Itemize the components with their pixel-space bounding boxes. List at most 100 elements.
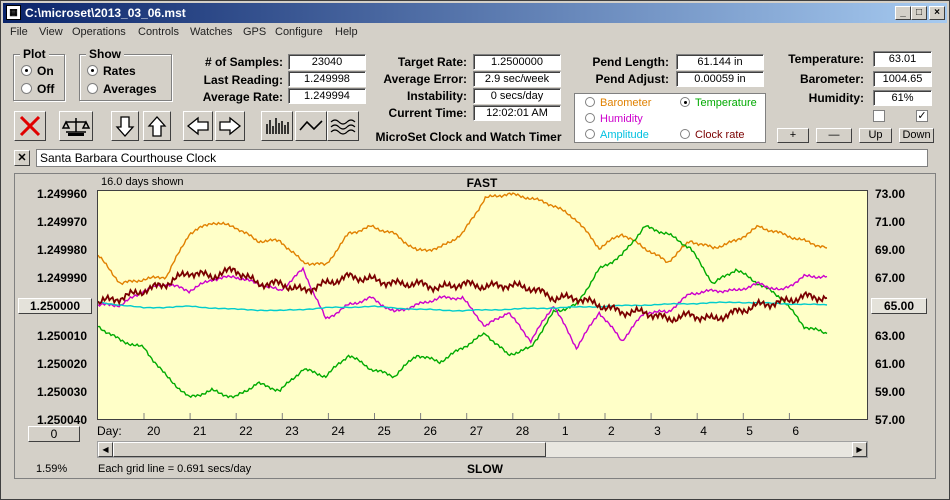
y-left-tick: 1.249990 [36,271,87,285]
show-rates-radio[interactable]: Rates [87,64,136,78]
left-center-value[interactable]: 1.250000 [18,298,92,314]
clear-name-button[interactable]: ✕ [14,150,30,166]
y-right-tick: 61.00 [875,357,906,371]
y-left-tick: 1.250010 [36,329,87,343]
scale-icon [61,118,91,136]
x-tick-day-2: 2 [608,424,615,438]
title-bar[interactable]: ▦ C:\microset\2013_03_06.mst _ □ × [3,3,947,23]
minimize-button[interactable]: _ [895,6,911,20]
last-reading-field: 1.249998 [288,71,366,87]
scroll-left-button[interactable] [183,111,213,141]
instability-label: Instability: [406,89,467,103]
average-error-field: 2.9 sec/week [473,71,561,87]
clock-rate-radio[interactable]: Clock rate [680,129,745,141]
scroll-right-button[interactable] [215,111,245,141]
overlay-selector: Barometer Temperature Humidity Amplitude… [574,93,766,143]
menu-controls[interactable]: Controls [138,26,179,38]
barometer-label: Barometer: [799,72,864,86]
y-right-tick: 63.00 [875,329,906,343]
bar-graph-button[interactable] [261,111,293,141]
left-arrow-icon [186,116,209,136]
scroll-right-arrow-icon[interactable]: ▶ [852,442,867,457]
line-graph-button[interactable] [295,111,327,141]
plus-button[interactable]: + [777,128,809,143]
y-right-tick: 71.00 [875,215,906,229]
pend-adjust-field: 0.00059 in [676,71,764,87]
menu-watches[interactable]: Watches [190,26,233,38]
target-rate-field: 1.2500000 [473,54,561,70]
y-right-tick: 57.00 [875,413,906,427]
series-amplitude [97,301,828,312]
x-tick-day-26: 26 [423,424,437,438]
amplitude-radio[interactable]: Amplitude [585,129,649,141]
minus-button[interactable]: — [816,128,852,143]
up-arrow-icon [147,116,167,137]
average-error-label: Average Error: [383,72,467,86]
samples-field: 23040 [288,54,366,70]
days-shown-label: 16.0 days shown [101,176,184,188]
menu-operations[interactable]: Operations [72,26,126,38]
x-tick-day-3: 3 [654,424,661,438]
menu-help[interactable]: Help [335,26,358,38]
target-rate-label: Target Rate: [397,55,467,69]
plot-off-radio[interactable]: Off [21,82,54,96]
up-button[interactable]: Up [859,128,892,143]
plot-area [97,190,868,420]
y-right-tick: 73.00 [875,187,906,201]
show-group-title: Show [86,47,124,61]
wave-graph-icon [330,119,356,135]
x-tick-day-6: 6 [792,424,800,438]
wave-graph-button[interactable] [327,111,359,141]
shift-up-button[interactable] [143,111,171,141]
barometer-field: 1004.65 [873,71,932,87]
down-button[interactable]: Down [899,128,934,143]
x-tick-day-1: 1 [561,424,569,438]
slow-label: SLOW [467,462,503,476]
menu-view[interactable]: View [39,26,63,38]
x-tick-day-28: 28 [515,424,530,438]
scroll-thumb[interactable] [113,442,546,457]
x-tick-day-20: 20 [147,424,161,438]
plot-group-title: Plot [20,47,49,61]
calibrate-button[interactable] [59,111,93,141]
x-tick-day-5: 5 [746,424,753,438]
window-title: C:\microset\2013_03_06.mst [25,6,186,20]
checkbox-left[interactable] [873,110,885,122]
close-button[interactable]: × [929,6,945,20]
x-tick-day-22: 22 [239,424,253,438]
clock-name-field[interactable]: Santa Barbara Courthouse Clock [36,149,928,167]
x-tick-day-24: 24 [331,424,345,438]
x-tick-day-23: 23 [285,424,299,438]
show-averages-radio[interactable]: Averages [87,82,157,96]
show-group: Show Rates Averages [79,47,172,101]
time-scrollbar[interactable]: ◀ ▶ [97,441,868,458]
down-arrow-icon [115,116,135,137]
pend-adjust-label: Pend Adjust: [595,72,669,86]
app-icon: ▦ [6,5,21,20]
barometer-radio[interactable]: Barometer [585,97,651,109]
current-time-field: 12:02:01 AM [473,105,561,121]
temperature-field: 63.01 [873,51,932,67]
shift-down-button[interactable] [111,111,139,141]
menu-gps[interactable]: GPS [243,26,267,38]
delete-button[interactable] [14,111,46,141]
series-humidity [97,266,828,351]
plot-on-radio[interactable]: On [21,64,54,78]
pend-length-label: Pend Length: [592,55,669,69]
chart-svg [97,192,828,419]
menu-configure[interactable]: Configure [275,26,323,38]
checkbox-right[interactable]: ✓ [916,110,928,122]
scroll-left-arrow-icon[interactable]: ◀ [98,442,113,457]
right-center-value[interactable]: 65.00 [871,298,927,314]
y-right-tick: 69.00 [875,243,906,257]
grid-note: Each grid line = 0.691 secs/day [98,463,252,475]
bar-graph-icon [266,118,289,134]
left-bottom-value[interactable]: 0 [28,426,80,442]
humidity-radio[interactable]: Humidity [585,113,643,125]
maximize-button[interactable]: □ [911,6,927,20]
temperature-radio[interactable]: Temperature [680,97,757,109]
menu-bar: File View Operations Controls Watches GP… [3,24,947,42]
pend-length-field: 61.144 in [676,54,764,70]
menu-file[interactable]: File [10,26,28,38]
series-barometer [97,192,828,286]
